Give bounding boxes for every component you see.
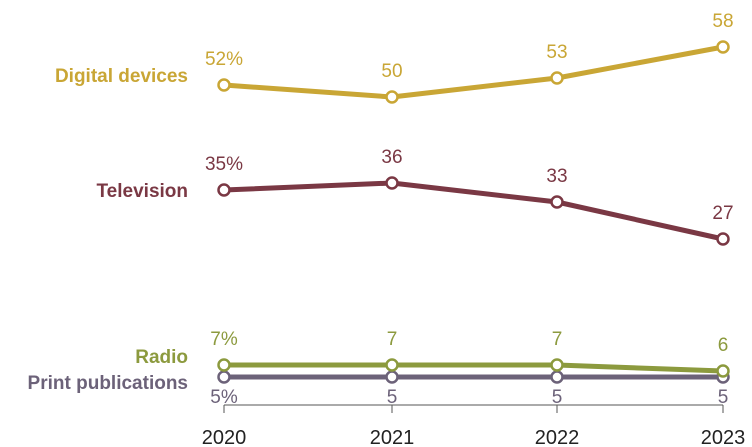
x-tick-label-2022: 2022 <box>535 427 580 447</box>
x-tick-label-2020: 2020 <box>202 427 247 447</box>
point-print-publications-2020 <box>217 370 231 384</box>
data-label-print-publications-2021: 5 <box>387 387 398 408</box>
data-label-radio-2022: 7 <box>552 329 563 350</box>
x-tick-label-2021: 2021 <box>370 427 415 447</box>
data-label-radio-2020: 7% <box>210 329 238 350</box>
point-digital-devices-2020 <box>217 78 231 92</box>
data-label-digital-devices-2021: 50 <box>381 61 402 82</box>
point-radio-2023 <box>716 364 730 378</box>
series-line-radio <box>221 362 726 374</box>
data-label-digital-devices-2020: 52% <box>205 49 243 70</box>
point-television-2023 <box>716 232 730 246</box>
series-label-television: Television <box>96 181 188 202</box>
data-label-digital-devices-2023: 58 <box>712 11 733 32</box>
point-radio-2022 <box>550 358 564 372</box>
data-label-television-2021: 36 <box>381 147 402 168</box>
point-television-2022 <box>550 195 564 209</box>
point-television-2021 <box>385 176 399 190</box>
point-digital-devices-2021 <box>385 90 399 104</box>
point-digital-devices-2022 <box>550 71 564 85</box>
series-line-television <box>221 180 726 242</box>
data-label-print-publications-2022: 5 <box>552 387 563 408</box>
data-label-digital-devices-2022: 53 <box>546 42 567 63</box>
data-label-television-2020: 35% <box>205 154 243 175</box>
data-label-print-publications-2023: 5 <box>718 387 729 408</box>
data-label-television-2023: 27 <box>712 203 733 224</box>
x-tick-label-2023: 2023 <box>701 427 746 447</box>
series-label-radio: Radio <box>135 347 188 368</box>
series-label-print-publications: Print publications <box>28 373 188 394</box>
point-print-publications-2022 <box>550 370 564 384</box>
point-television-2020 <box>217 183 231 197</box>
data-label-print-publications-2020: 5% <box>210 387 238 408</box>
series-label-digital-devices: Digital devices <box>55 66 188 87</box>
data-label-television-2022: 33 <box>546 166 567 187</box>
point-radio-2021 <box>385 358 399 372</box>
series-line-digital-devices <box>221 44 726 100</box>
data-label-radio-2021: 7 <box>387 329 398 350</box>
data-label-radio-2023: 6 <box>718 335 729 356</box>
point-digital-devices-2023 <box>716 40 730 54</box>
point-radio-2020 <box>217 358 231 372</box>
point-print-publications-2021 <box>385 370 399 384</box>
